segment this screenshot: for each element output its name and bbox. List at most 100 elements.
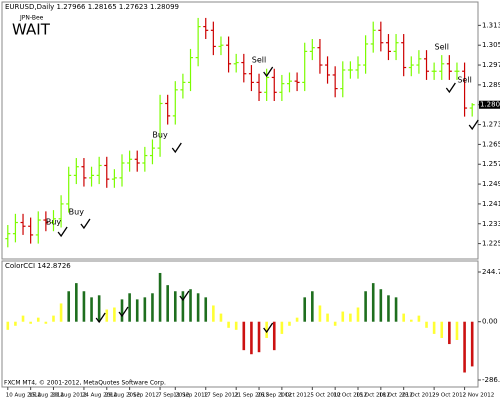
cci-bar	[272, 321, 276, 351]
cci-bar	[371, 283, 375, 322]
checkmark	[171, 142, 182, 154]
checkmark	[57, 226, 68, 238]
checkmark	[179, 290, 190, 302]
y-tick-label: 1.28900	[482, 81, 500, 89]
checkmark	[263, 322, 274, 334]
cci-bar	[341, 311, 345, 322]
cci-bar	[97, 295, 101, 322]
cci-bar	[44, 321, 48, 324]
cci-bar	[204, 297, 208, 322]
checkmark	[468, 119, 479, 131]
cci-bar	[234, 321, 238, 330]
cci-bar	[212, 305, 215, 322]
cci-bar	[288, 321, 291, 326]
cci-bar	[52, 315, 55, 322]
checkmark	[118, 306, 129, 318]
y-tick-label: 1.31300	[482, 21, 500, 29]
cci-bar	[128, 293, 131, 322]
y2-tick-label: 0.00	[482, 318, 498, 326]
cci-bar	[250, 321, 253, 355]
x-tick-label: 26 Sep 2012	[257, 393, 292, 399]
y-tick-label: 1.24900	[482, 180, 500, 188]
cci-bar	[135, 299, 139, 322]
cci-bar	[333, 321, 337, 326]
cci-bar	[105, 309, 109, 322]
cci-bar	[379, 289, 383, 322]
x-tick-label: 5 Oct 2012	[310, 393, 341, 399]
x-tick-label: 15 Aug 2012	[29, 393, 64, 399]
cci-bar	[455, 321, 459, 340]
x-tick-label: 29 Aug 2012	[105, 393, 140, 399]
y-tick-label: 1.27300	[482, 121, 500, 129]
x-tick-label: 2 Nov 2012	[463, 393, 495, 399]
signal-label: Buy	[46, 218, 62, 227]
cci-bar	[440, 321, 444, 338]
x-tick-label: 1 Oct 2012	[280, 393, 311, 399]
cci-bar	[59, 303, 63, 322]
cci-bar	[295, 317, 299, 322]
signal-label: Buy	[69, 208, 85, 217]
x-tick-label: 23 Oct 2012	[402, 393, 436, 399]
cci-bar	[318, 305, 322, 322]
x-tick-label: 3 Sep 2012	[128, 393, 159, 399]
cci-bar	[196, 293, 200, 322]
y2-tick-label: 244.752	[482, 268, 500, 276]
cci-bar	[311, 291, 314, 322]
y2-tick-label: -286.93	[482, 376, 500, 384]
cci-bar	[75, 283, 78, 322]
cci-bar	[120, 299, 124, 322]
cci-bar	[36, 317, 40, 322]
cci-bar	[6, 321, 10, 330]
cci-bar	[387, 295, 390, 322]
cci-bar	[219, 313, 223, 322]
cci-bar	[417, 315, 421, 322]
x-tick-label: 11 Sep 2012	[173, 393, 208, 399]
cci-bar	[257, 321, 261, 353]
cci-bar	[242, 321, 246, 351]
x-tick-label: 21 Sep 2012	[234, 393, 269, 399]
chart-title: EURUSD,Daily 1.27966 1.28165 1.27623 1.2…	[5, 3, 179, 11]
x-tick-label: 20 Aug 2012	[51, 393, 86, 399]
cci-bar	[463, 321, 466, 373]
y-tick-label: 1.30500	[482, 41, 500, 49]
y-tick-label: 1.22500	[482, 240, 500, 248]
cci-bar	[158, 272, 162, 322]
cci-bar	[143, 297, 147, 322]
signal-label: Buy	[152, 131, 168, 140]
cci-bar	[409, 319, 413, 322]
cci-bar	[448, 321, 451, 345]
cci-bar	[181, 291, 185, 322]
cci-bar	[394, 297, 398, 322]
status: WAIT	[12, 21, 51, 39]
cci-bar	[90, 297, 93, 322]
cci-bar	[265, 321, 268, 338]
checkmark	[95, 312, 106, 324]
x-tick-label: 15 Oct 2012	[356, 393, 390, 399]
signal-label: Sell	[457, 76, 471, 85]
signal-label: Sell	[252, 56, 266, 65]
cci-bar	[425, 321, 428, 328]
y-tick-label: 1.29700	[482, 61, 500, 69]
checkmark	[80, 218, 91, 230]
cci-bar	[303, 297, 307, 322]
x-tick-label: 17 Sep 2012	[204, 393, 239, 399]
y-tick-label: 1.24100	[482, 200, 500, 208]
cci-bar	[67, 291, 71, 322]
cci-bar	[227, 321, 230, 328]
cci-bar	[356, 307, 360, 322]
cci-bar	[166, 285, 169, 322]
y-tick-label: 1.25700	[482, 160, 500, 168]
cci-bar	[402, 313, 405, 322]
cci-bar	[470, 321, 474, 367]
last-price-box	[479, 100, 500, 109]
x-tick-label: 7 Sep 2012	[158, 393, 189, 399]
checkmark	[445, 82, 456, 94]
cci-bar	[151, 293, 154, 322]
indicator-title: ColorCCI 142.8726	[5, 262, 71, 270]
cci-bar	[326, 313, 329, 322]
x-tick-label: 10 Aug 2012	[6, 393, 41, 399]
x-tick-label: 29 Oct 2012	[432, 393, 466, 399]
footer: FXCM MT4, © 2001-2012, MetaQuotes Softwa…	[4, 380, 166, 387]
cci-bar	[280, 321, 284, 334]
